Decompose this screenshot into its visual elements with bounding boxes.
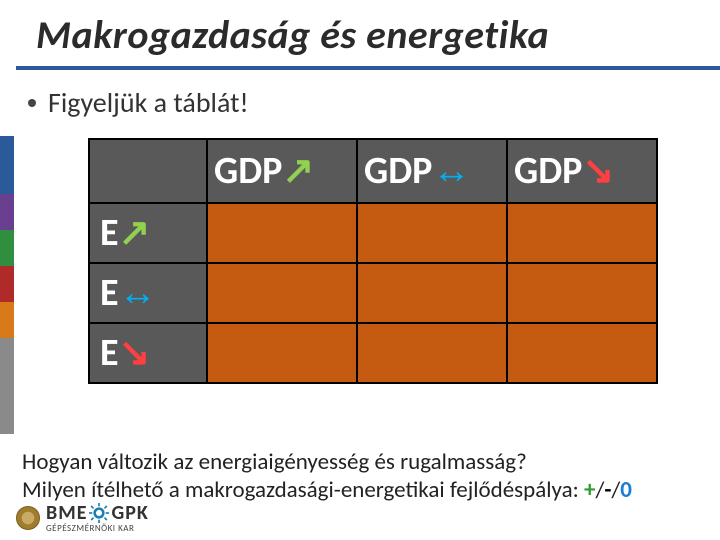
matrix-cell [357, 203, 507, 263]
bullet-dot [28, 99, 36, 107]
q2-prefix: Milyen ítélhető a makrogazdasági-energet… [22, 476, 584, 504]
matrix-cell [507, 263, 657, 323]
slide-title: Makrogazdaság és energetika [36, 10, 720, 59]
bme-text: BME [46, 501, 87, 525]
footer-logo: BME GPK GÉ [16, 501, 149, 534]
matrix-col-header: GDP↘ [507, 139, 657, 203]
matrix-row-header: E↘ [89, 323, 207, 383]
matrix-row-header: E↔ [89, 263, 207, 323]
matrix-cell [507, 203, 657, 263]
q2-slash1: / [595, 476, 604, 504]
matrix-row-header: E↗ [89, 203, 207, 263]
matrix-cell [207, 203, 357, 263]
bme-logo-block: BME GPK GÉ [46, 501, 149, 534]
q2-plus: + [584, 476, 595, 504]
matrix-cell [357, 263, 507, 323]
sidebar-block [0, 338, 14, 434]
slide-title-wrap: Makrogazdaság és energetika [0, 0, 720, 63]
matrix-col-header: GDP↔ [357, 139, 507, 203]
question-2: Milyen ítélhető a makrogazdasági-energet… [22, 476, 632, 504]
matrix-cell [207, 263, 357, 323]
matrix-corner [89, 139, 207, 203]
q2-zero: 0 [620, 476, 632, 504]
bme-logo: BME GPK [46, 501, 149, 525]
bullet-row: Figyeljük a táblát! [28, 85, 249, 120]
matrix-col-header: GDP↗ [207, 139, 357, 203]
gpk-text: GPK [111, 501, 148, 525]
kar-text: GÉPÉSZMÉRNÖKI KAR [46, 523, 149, 534]
matrix-cell [357, 323, 507, 383]
sidebar-block [0, 302, 14, 338]
matrix-cell [507, 323, 657, 383]
bullet-text: Figyeljük a táblát! [48, 85, 249, 120]
sidebar-stripe [0, 136, 14, 434]
matrix-cell [207, 323, 357, 383]
sidebar-block [0, 230, 14, 266]
sidebar-block [0, 194, 14, 230]
sidebar-block [0, 136, 14, 194]
title-rule [16, 66, 720, 70]
matrix-table: GDP↗GDP↔GDP↘ E↗E↔E↘ [88, 138, 658, 384]
question-1: Hogyan változik az energiaigényesség és … [22, 448, 527, 476]
gear-icon [89, 503, 109, 523]
sidebar-block [0, 266, 14, 302]
q2-slash2: / [611, 476, 620, 504]
seal-icon [16, 506, 40, 530]
